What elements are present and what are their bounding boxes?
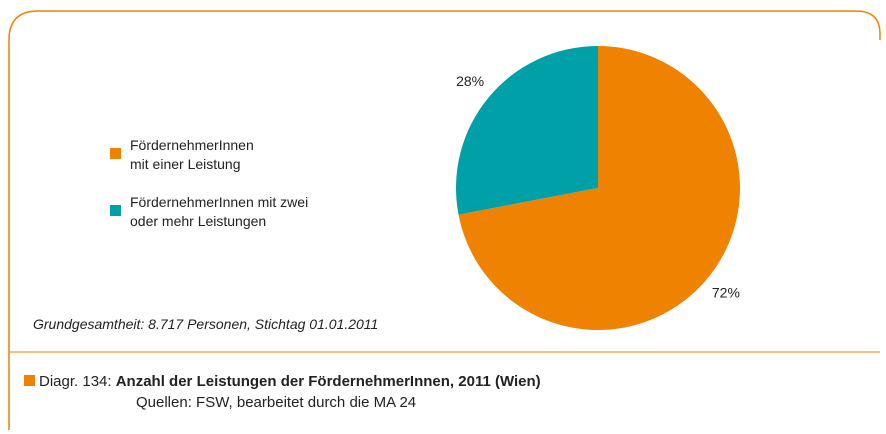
legend-swatch: [110, 205, 121, 216]
caption-source: Quellen: FSW, bearbeitet durch die MA 24: [136, 394, 417, 411]
frame: [8, 10, 881, 430]
caption-marker: [24, 375, 35, 386]
caption-label: Diagr. 134:: [39, 373, 112, 390]
note: Grundgesamtheit: 8.717 Personen, Stichta…: [33, 316, 379, 332]
caption: Diagr. 134: Anzahl der Leistungen der Fö…: [24, 371, 541, 413]
caption-title: Anzahl der Leistungen der FördernehmerIn…: [115, 373, 541, 390]
data-label: 28%: [456, 73, 484, 89]
pie-slice: [458, 46, 740, 330]
data-label: 72%: [712, 285, 740, 301]
legend-swatch: [110, 148, 121, 159]
pie-slice: [455, 46, 598, 215]
legend-label: FördernehmerInnen mit zwei oder mehr Lei…: [130, 194, 309, 229]
legend-label: FördernehmerInnen mit einer Leistung: [130, 137, 254, 172]
